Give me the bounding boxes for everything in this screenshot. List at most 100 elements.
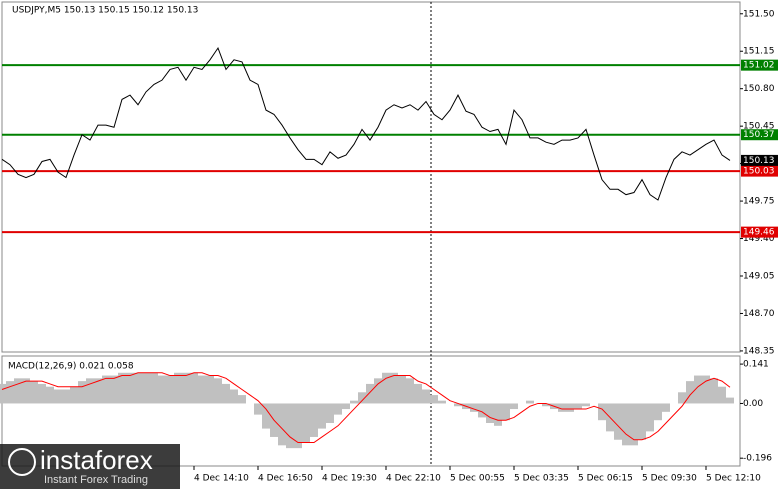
histogram-bar [22, 378, 30, 404]
histogram-bar [438, 400, 446, 404]
x-tick-label: 4 Dec 14:10 [194, 474, 249, 484]
level-box [741, 59, 778, 71]
histogram-bar [158, 375, 166, 404]
y-tick-label: -0.196 [743, 454, 772, 464]
histogram-bar [118, 372, 126, 404]
histogram-bar [134, 372, 142, 404]
histogram-bar [366, 383, 374, 404]
histogram-bar [470, 403, 478, 412]
histogram-bar [542, 403, 550, 407]
histogram-bar [262, 403, 270, 429]
histogram-bar [230, 389, 238, 404]
histogram-bar [502, 403, 510, 421]
x-tick-label: 5 Dec 12:10 [706, 474, 761, 484]
y-tick-label: 151.15 [743, 47, 775, 57]
histogram-bar [582, 403, 590, 407]
histogram-bar [382, 372, 390, 404]
histogram-bar [198, 375, 206, 404]
histogram-bar [166, 375, 174, 404]
histogram-bar [654, 403, 662, 421]
histogram-bar [526, 400, 534, 404]
level-label: 150.37 [743, 130, 775, 140]
histogram-bar [318, 403, 326, 429]
histogram-bar [454, 403, 462, 407]
histogram-bar [70, 386, 78, 404]
histogram-bar [190, 372, 198, 404]
histogram-bar [622, 403, 630, 446]
histogram-bar [406, 378, 414, 404]
histogram-bar [126, 372, 134, 404]
histogram-bar [214, 378, 222, 404]
histogram-bar [374, 378, 382, 404]
x-tick-label: 5 Dec 03:35 [514, 474, 569, 484]
histogram-bar [174, 372, 182, 404]
x-tick-label: 4 Dec 19:30 [322, 474, 377, 484]
histogram-bar [662, 403, 670, 412]
y-tick-label: 0.00 [743, 399, 763, 409]
histogram-bar [110, 375, 118, 404]
histogram-bar [182, 372, 190, 404]
y-tick-label: 150.45 [743, 122, 775, 132]
y-tick-label: 149.40 [743, 234, 775, 244]
histogram-bar [0, 383, 6, 404]
histogram-bar [294, 403, 302, 449]
histogram-bar [646, 403, 654, 432]
histogram-bar [326, 403, 334, 424]
level-label: 151.02 [743, 61, 775, 71]
last-price-label: 150.13 [743, 156, 775, 166]
histogram-bar [566, 403, 574, 412]
histogram-bar [558, 403, 566, 412]
histogram-bar [62, 389, 70, 404]
histogram-bar [38, 383, 46, 404]
y-tick-label: 150.80 [743, 84, 775, 94]
histogram-bar [46, 386, 54, 404]
histogram-bar [334, 403, 342, 415]
histogram-bar [710, 378, 718, 404]
histogram-bar [358, 392, 366, 404]
main-frame [1, 1, 741, 353]
histogram-bar [238, 395, 246, 404]
histogram-bar [206, 375, 214, 404]
histogram-bar [342, 403, 350, 410]
watermark-logo [8, 448, 36, 476]
histogram-bar [222, 383, 230, 404]
histogram-bar [78, 381, 86, 404]
histogram-bar [694, 375, 702, 404]
y-tick-label: 148.70 [743, 309, 775, 319]
histogram-bar [54, 389, 62, 404]
histogram-bar [702, 375, 710, 404]
histogram-bar [414, 383, 422, 404]
histogram-bar [94, 378, 102, 404]
macd-frame [1, 355, 741, 467]
x-tick-label: 5 Dec 00:55 [450, 474, 505, 484]
histogram-bar [102, 375, 110, 404]
histogram-bar [350, 400, 358, 404]
histogram-bar [574, 403, 582, 410]
level-box [741, 129, 778, 141]
histogram-bar [598, 403, 606, 421]
histogram-bar [726, 397, 734, 404]
chart-title: USDJPY,M5 150.13 150.15 150.12 150.13 [12, 6, 198, 16]
histogram-bar [142, 372, 150, 404]
histogram-bar [286, 403, 294, 449]
x-tick-label: 5 Dec 06:15 [578, 474, 633, 484]
histogram-bar [686, 381, 694, 404]
histogram-bar [30, 381, 38, 404]
histogram-bar [302, 403, 310, 443]
histogram-bar [478, 403, 486, 418]
histogram-bar [390, 372, 398, 404]
histogram-bar [398, 375, 406, 404]
histogram-bar [278, 403, 286, 446]
x-tick-label: 4 Dec 16:50 [258, 474, 313, 484]
x-tick-label: 4 Dec 22:10 [386, 474, 441, 484]
level-label: 149.46 [743, 228, 775, 238]
x-tick-label: 5 Dec 09:30 [642, 474, 697, 484]
histogram-bar [150, 372, 158, 404]
histogram-bar [614, 403, 622, 440]
watermark-brand: instaforex [40, 445, 153, 475]
histogram-bar [678, 392, 686, 404]
histogram-bar [14, 378, 22, 404]
histogram-bar [310, 403, 318, 437]
level-label: 150.03 [743, 167, 775, 177]
